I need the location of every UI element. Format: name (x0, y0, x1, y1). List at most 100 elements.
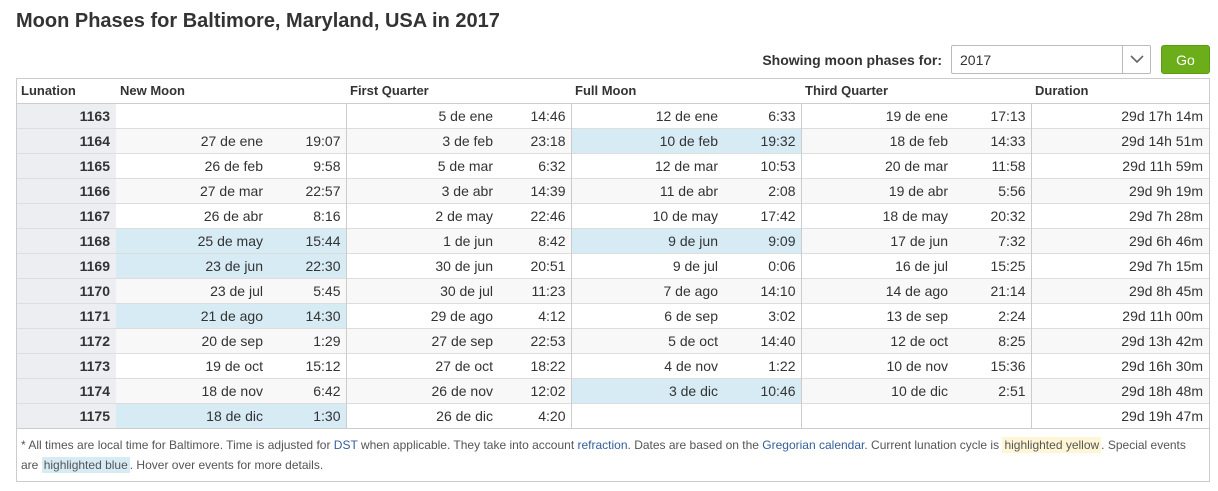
first-quarter-date-cell[interactable]: 27 de oct (346, 352, 501, 378)
full-moon-time-cell[interactable]: 1:22 (726, 352, 802, 378)
full-moon-date-cell[interactable]: 9 de jun (571, 227, 726, 253)
new-moon-time-cell[interactable]: 1:30 (271, 402, 347, 428)
full-moon-date-cell[interactable]: 10 de may (571, 202, 726, 228)
new-moon-time-cell[interactable]: 1:29 (271, 327, 347, 353)
full-moon-date-cell[interactable]: 10 de feb (571, 127, 726, 153)
first-quarter-time-cell[interactable]: 8:42 (501, 227, 572, 253)
third-quarter-time-cell[interactable]: 15:25 (956, 252, 1032, 278)
go-button[interactable]: Go (1161, 45, 1210, 74)
third-quarter-time-cell[interactable]: 11:58 (956, 152, 1032, 178)
first-quarter-time-cell[interactable]: 11:23 (501, 277, 572, 303)
full-moon-date-cell[interactable]: 9 de jul (571, 252, 726, 278)
new-moon-time-cell[interactable]: 22:30 (271, 252, 347, 278)
year-select[interactable]: 2017 (951, 45, 1151, 74)
first-quarter-date-cell[interactable]: 26 de nov (346, 377, 501, 403)
full-moon-time-cell[interactable]: 10:53 (726, 152, 802, 178)
first-quarter-date-cell[interactable]: 3 de abr (346, 177, 501, 203)
full-moon-date-cell[interactable]: 12 de mar (571, 152, 726, 178)
full-moon-time-cell[interactable]: 6:33 (726, 103, 802, 128)
third-quarter-date-cell[interactable]: 19 de abr (801, 177, 956, 203)
first-quarter-date-cell[interactable]: 5 de mar (346, 152, 501, 178)
third-quarter-date-cell[interactable]: 16 de jul (801, 252, 956, 278)
first-quarter-date-cell[interactable]: 30 de jun (346, 252, 501, 278)
full-moon-time-cell[interactable]: 19:32 (726, 127, 802, 153)
full-moon-date-cell[interactable]: 5 de oct (571, 327, 726, 353)
full-moon-date-cell[interactable]: 3 de dic (571, 377, 726, 403)
new-moon-date-cell[interactable]: 26 de feb (116, 152, 271, 178)
new-moon-time-cell[interactable]: 8:16 (271, 202, 347, 228)
full-moon-date-cell[interactable]: 12 de ene (655, 107, 718, 124)
third-quarter-date-cell[interactable]: 14 de ago (801, 277, 956, 303)
first-quarter-date-cell[interactable]: 27 de sep (346, 327, 501, 353)
third-quarter-date-cell[interactable]: 20 de mar (801, 152, 956, 178)
first-quarter-date-cell[interactable]: 29 de ago (346, 302, 501, 328)
third-quarter-date-cell[interactable]: 18 de may (801, 202, 956, 228)
new-moon-date-cell[interactable]: 20 de sep (116, 327, 271, 353)
new-moon-time-cell[interactable]: 15:44 (271, 227, 347, 253)
first-quarter-date-cell[interactable]: 2 de may (346, 202, 501, 228)
first-quarter-time-cell[interactable]: 22:53 (501, 327, 572, 353)
third-quarter-time-cell[interactable]: 5:56 (956, 177, 1032, 203)
new-moon-date-cell[interactable]: 23 de jul (116, 277, 271, 303)
first-quarter-time-cell[interactable]: 14:46 (501, 103, 572, 128)
new-moon-date-cell[interactable]: 21 de ago (116, 302, 271, 328)
first-quarter-time-cell[interactable]: 23:18 (501, 127, 572, 153)
new-moon-date-cell[interactable]: 18 de nov (116, 377, 271, 403)
chevron-down-icon[interactable] (1122, 46, 1150, 73)
third-quarter-time-cell[interactable]: 17:13 (956, 103, 1032, 128)
third-quarter-date-cell[interactable]: 19 de ene (885, 107, 948, 124)
new-moon-date-cell[interactable]: 27 de ene (116, 127, 271, 153)
full-moon-time-cell[interactable]: 14:40 (726, 327, 802, 353)
third-quarter-time-cell[interactable]: 14:33 (956, 127, 1032, 153)
new-moon-time-cell[interactable]: 22:57 (271, 177, 347, 203)
third-quarter-date-cell[interactable]: 17 de jun (801, 227, 956, 253)
new-moon-date-cell[interactable]: 25 de may (116, 227, 271, 253)
third-quarter-date-cell[interactable]: 10 de dic (801, 377, 956, 403)
third-quarter-date-cell[interactable]: 18 de feb (801, 127, 956, 153)
full-moon-time-cell[interactable]: 9:09 (726, 227, 802, 253)
third-quarter-time-cell[interactable]: 8:25 (956, 327, 1032, 353)
full-moon-date-cell[interactable]: 11 de abr (571, 177, 726, 203)
dst-link[interactable]: DST (333, 438, 358, 452)
first-quarter-time-cell[interactable]: 4:12 (501, 302, 572, 328)
full-moon-time-cell[interactable]: 10:46 (726, 377, 802, 403)
third-quarter-date-cell[interactable]: 12 de oct (801, 327, 956, 353)
third-quarter-date-cell[interactable]: 10 de nov (801, 352, 956, 378)
new-moon-time-cell[interactable]: 15:12 (271, 352, 347, 378)
new-moon-date-cell[interactable]: 27 de mar (116, 177, 271, 203)
new-moon-date-cell[interactable]: 26 de abr (116, 202, 271, 228)
first-quarter-time-cell[interactable]: 4:20 (501, 402, 572, 428)
first-quarter-time-cell[interactable]: 14:39 (501, 177, 572, 203)
first-quarter-date-cell[interactable]: 30 de jul (346, 277, 501, 303)
first-quarter-date-cell[interactable]: 26 de dic (346, 402, 501, 428)
full-moon-time-cell[interactable]: 3:02 (726, 302, 802, 328)
new-moon-time-cell[interactable]: 14:30 (271, 302, 347, 328)
third-quarter-time-cell[interactable]: 15:36 (956, 352, 1032, 378)
third-quarter-time-cell[interactable]: 20:32 (956, 202, 1032, 228)
full-moon-time-cell[interactable]: 0:06 (726, 252, 802, 278)
new-moon-date-cell[interactable]: 23 de jun (116, 252, 271, 278)
refraction-link[interactable]: refraction (577, 438, 628, 452)
first-quarter-date-cell[interactable]: 3 de feb (346, 127, 501, 153)
full-moon-date-cell[interactable]: 7 de ago (571, 277, 726, 303)
third-quarter-time-cell[interactable]: 21:14 (956, 277, 1032, 303)
new-moon-time-cell[interactable]: 6:42 (271, 377, 347, 403)
first-quarter-date-cell[interactable]: 1 de jun (346, 227, 501, 253)
new-moon-date-cell[interactable]: 19 de oct (116, 352, 271, 378)
first-quarter-time-cell[interactable]: 12:02 (501, 377, 572, 403)
new-moon-time-cell[interactable]: 9:58 (271, 152, 347, 178)
full-moon-time-cell[interactable]: 17:42 (726, 202, 802, 228)
full-moon-date-cell[interactable]: 6 de sep (571, 302, 726, 328)
new-moon-time-cell[interactable]: 5:45 (271, 277, 347, 303)
full-moon-time-cell[interactable]: 14:10 (726, 277, 802, 303)
full-moon-date-cell[interactable]: 4 de nov (571, 352, 726, 378)
third-quarter-date-cell[interactable]: 13 de sep (801, 302, 956, 328)
third-quarter-time-cell[interactable]: 2:24 (956, 302, 1032, 328)
first-quarter-time-cell[interactable]: 6:32 (501, 152, 572, 178)
third-quarter-time-cell[interactable]: 7:32 (956, 227, 1032, 253)
full-moon-time-cell[interactable]: 2:08 (726, 177, 802, 203)
first-quarter-time-cell[interactable]: 18:22 (501, 352, 572, 378)
first-quarter-date-cell[interactable]: 5 de ene (438, 107, 494, 124)
new-moon-date-cell[interactable]: 18 de dic (116, 402, 271, 428)
gregorian-calendar-link[interactable]: Gregorian calendar (762, 438, 865, 452)
